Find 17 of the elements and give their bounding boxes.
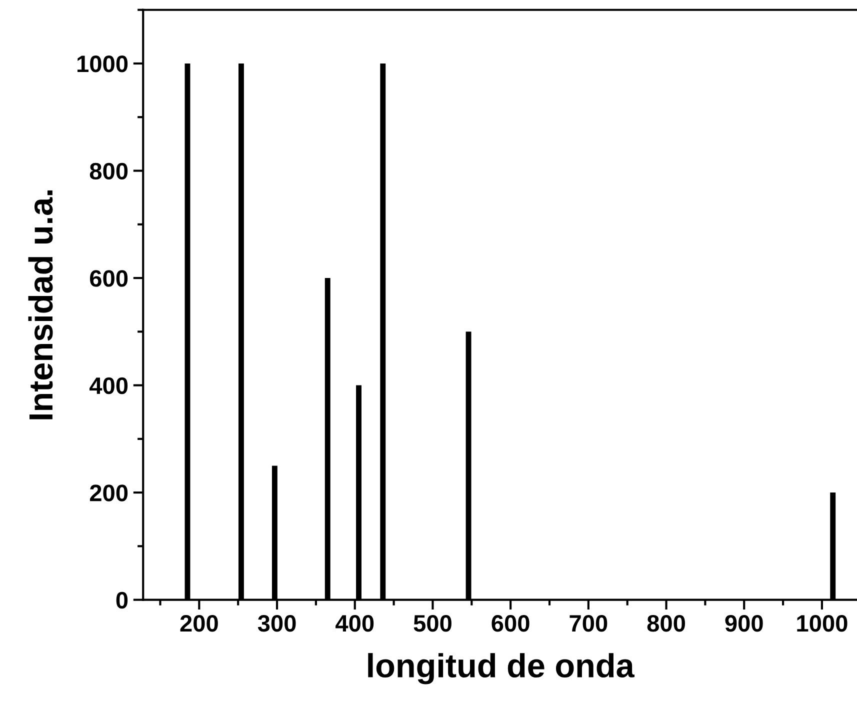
- x-tick-label: 200: [180, 615, 218, 632]
- x-tick-label: 1000: [797, 615, 848, 632]
- x-tick-label: 300: [258, 615, 296, 632]
- x-axis-title: longitud de onda: [368, 653, 635, 684]
- x-tick-label: 900: [725, 615, 763, 632]
- y-axis-title: Intensidad u.a.: [28, 190, 53, 420]
- y-tick-label: 200: [90, 484, 128, 502]
- x-tick-label: 500: [414, 615, 452, 632]
- y-tick-label: 800: [90, 162, 128, 180]
- y-tick-label: 600: [90, 270, 128, 287]
- y-tick-label: 1000: [78, 56, 128, 72]
- x-tick-label: 400: [336, 615, 374, 632]
- x-tick-label: 800: [647, 615, 685, 632]
- x-tick-label: 600: [492, 615, 530, 632]
- y-tick-label: 400: [90, 377, 128, 394]
- x-tick-label: 700: [570, 615, 608, 632]
- y-tick-label: 0: [116, 592, 128, 609]
